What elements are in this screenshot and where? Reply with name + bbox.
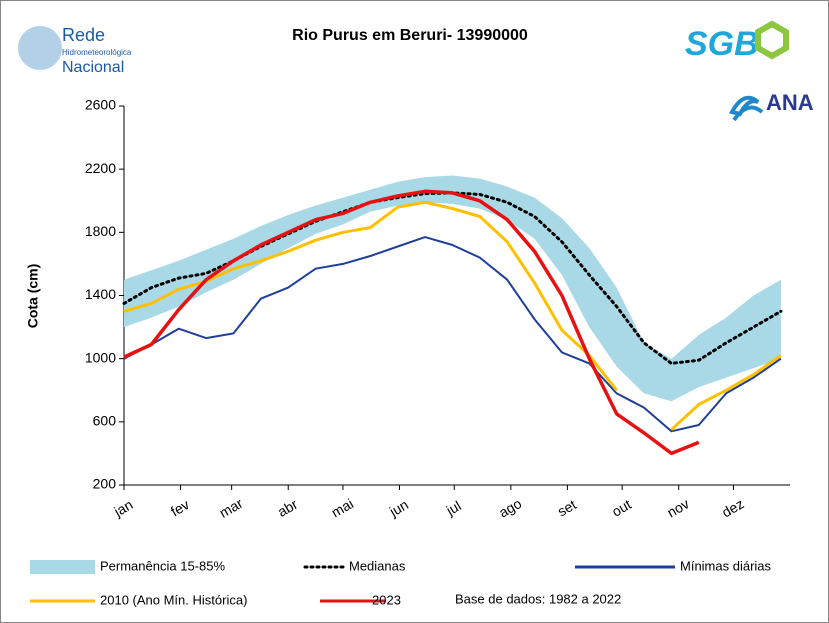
y-tick-label: 1000 xyxy=(85,349,116,365)
series-line xyxy=(123,236,782,433)
logo-icon xyxy=(729,95,764,122)
legend-label: Mínimas diárias xyxy=(680,558,772,573)
legend-label: Permanência 15-85% xyxy=(100,558,225,573)
chart-title: Rio Purus em Beruri- 13990000 xyxy=(292,27,528,44)
logo-icon xyxy=(755,20,789,60)
y-tick-label: 600 xyxy=(93,413,117,429)
x-tick-label: jul xyxy=(443,497,464,518)
legend-swatch xyxy=(30,560,95,574)
logo-text: Rede xyxy=(62,25,105,45)
note: Base de dados: 1982 a 2022 xyxy=(455,591,621,606)
y-tick-label: 200 xyxy=(93,476,117,492)
y-axis-label: Cota (cm) xyxy=(25,264,41,329)
logo-sgb: SGB xyxy=(685,25,759,63)
series-line xyxy=(123,189,700,456)
logo-ana: ANA xyxy=(766,90,814,115)
y-tick-label: 1800 xyxy=(85,223,116,239)
logo-text: Nacional xyxy=(62,59,124,76)
legend-label: 2023 xyxy=(372,592,401,607)
legend-label: 2010 (Ano Mín. Histórica) xyxy=(100,592,247,607)
logo-text: Hidrometeorológica xyxy=(62,48,132,57)
y-tick-label: 2200 xyxy=(85,160,116,176)
logo-rede: Rede Hidrometeorológica Nacional xyxy=(18,25,132,76)
legend-label: Medianas xyxy=(349,558,406,573)
y-tick-label: 2600 xyxy=(85,97,116,113)
logo-icon xyxy=(18,26,62,70)
y-tick-label: 1400 xyxy=(85,286,116,302)
